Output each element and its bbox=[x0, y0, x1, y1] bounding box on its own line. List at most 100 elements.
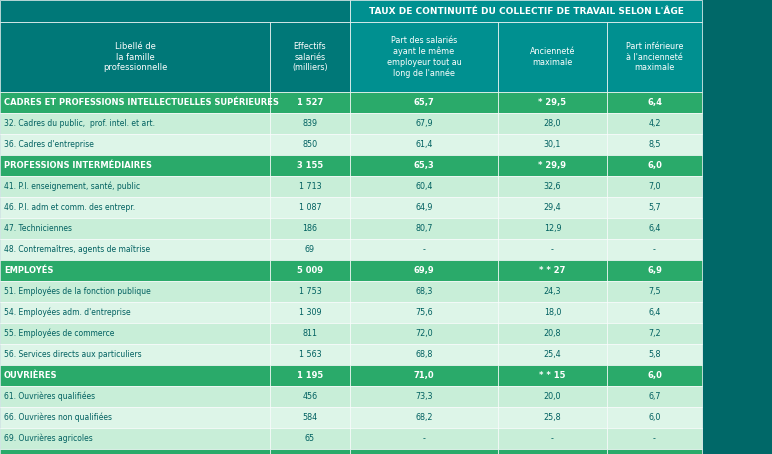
Bar bbox=[350, 155, 498, 176]
Text: EMPLOYÉS: EMPLOYÉS bbox=[4, 266, 53, 275]
Text: 1 309: 1 309 bbox=[299, 308, 321, 317]
Text: 32. Cadres du public,  prof. intel. et art.: 32. Cadres du public, prof. intel. et ar… bbox=[4, 119, 155, 128]
Bar bbox=[498, 22, 607, 92]
Text: 68,3: 68,3 bbox=[415, 287, 432, 296]
Bar bbox=[350, 0, 702, 22]
Bar bbox=[498, 428, 607, 449]
Bar bbox=[350, 218, 498, 239]
Text: 66. Ouvrières non qualifiées: 66. Ouvrières non qualifiées bbox=[4, 413, 112, 422]
Bar bbox=[498, 155, 607, 176]
Bar bbox=[270, 218, 350, 239]
Bar bbox=[607, 428, 702, 449]
Text: 56. Services directs aux particuliers: 56. Services directs aux particuliers bbox=[4, 350, 141, 359]
Text: 6,0: 6,0 bbox=[647, 161, 662, 170]
Text: PROFESSIONS INTERMÉDIAIRES: PROFESSIONS INTERMÉDIAIRES bbox=[4, 161, 152, 170]
Bar bbox=[270, 302, 350, 323]
Bar bbox=[270, 113, 350, 134]
Bar bbox=[270, 134, 350, 155]
Bar bbox=[0, 302, 270, 323]
Bar bbox=[350, 22, 498, 92]
Bar bbox=[498, 92, 607, 113]
Text: 5,7: 5,7 bbox=[648, 203, 661, 212]
Text: 25,8: 25,8 bbox=[543, 413, 561, 422]
Bar bbox=[0, 218, 270, 239]
Text: 46. P.I. adm et comm. des entrepr.: 46. P.I. adm et comm. des entrepr. bbox=[4, 203, 135, 212]
Text: 18,0: 18,0 bbox=[543, 308, 561, 317]
Text: * 29,9: * 29,9 bbox=[539, 161, 567, 170]
Text: 3 155: 3 155 bbox=[297, 161, 323, 170]
Text: 25,4: 25,4 bbox=[543, 350, 561, 359]
Bar bbox=[0, 344, 270, 365]
Text: 850: 850 bbox=[303, 140, 317, 149]
Text: 48. Contremaîtres, agents de maîtrise: 48. Contremaîtres, agents de maîtrise bbox=[4, 245, 150, 254]
Text: Ancienneté
maximale: Ancienneté maximale bbox=[530, 47, 575, 67]
Bar bbox=[350, 197, 498, 218]
Bar bbox=[350, 239, 498, 260]
Text: 61. Ouvrières qualifiées: 61. Ouvrières qualifiées bbox=[4, 392, 95, 401]
Text: 69,9: 69,9 bbox=[414, 266, 435, 275]
Text: 72,0: 72,0 bbox=[415, 329, 433, 338]
Text: Effectifs
salariés
(milliers): Effectifs salariés (milliers) bbox=[292, 42, 328, 72]
Bar bbox=[0, 281, 270, 302]
Bar bbox=[350, 260, 498, 281]
Bar bbox=[607, 302, 702, 323]
Text: 68,8: 68,8 bbox=[415, 350, 432, 359]
Text: 186: 186 bbox=[303, 224, 317, 233]
Text: 51. Employées de la fonction publique: 51. Employées de la fonction publique bbox=[4, 287, 151, 296]
Bar bbox=[498, 239, 607, 260]
Text: -: - bbox=[653, 434, 656, 443]
Text: 6,9: 6,9 bbox=[647, 266, 662, 275]
Text: 1 753: 1 753 bbox=[299, 287, 321, 296]
Bar bbox=[350, 302, 498, 323]
Bar bbox=[350, 134, 498, 155]
Text: 8,5: 8,5 bbox=[648, 140, 661, 149]
Bar bbox=[350, 407, 498, 428]
Bar bbox=[0, 155, 270, 176]
Bar bbox=[607, 323, 702, 344]
Bar bbox=[350, 92, 498, 113]
Text: 1 713: 1 713 bbox=[299, 182, 321, 191]
Text: OUVRIÈRES: OUVRIÈRES bbox=[4, 371, 57, 380]
Bar bbox=[350, 323, 498, 344]
Text: 69. Ouvrières agricoles: 69. Ouvrières agricoles bbox=[4, 434, 93, 443]
Text: 30,1: 30,1 bbox=[543, 140, 561, 149]
Bar bbox=[270, 323, 350, 344]
Bar bbox=[498, 218, 607, 239]
Bar bbox=[498, 302, 607, 323]
Text: 12,9: 12,9 bbox=[543, 224, 561, 233]
Text: -: - bbox=[422, 245, 425, 254]
Bar bbox=[607, 449, 702, 454]
Bar bbox=[607, 176, 702, 197]
Bar bbox=[607, 218, 702, 239]
Bar bbox=[270, 449, 350, 454]
Bar bbox=[607, 365, 702, 386]
Text: -: - bbox=[551, 245, 554, 254]
Bar bbox=[270, 407, 350, 428]
Bar bbox=[270, 197, 350, 218]
Text: 65,3: 65,3 bbox=[414, 161, 435, 170]
Text: 47. Techniciennes: 47. Techniciennes bbox=[4, 224, 72, 233]
Bar bbox=[0, 428, 270, 449]
Text: 7,5: 7,5 bbox=[648, 287, 661, 296]
Text: CADRES ET PROFESSIONS INTELLECTUELLES SUPÉRIEURES: CADRES ET PROFESSIONS INTELLECTUELLES SU… bbox=[4, 98, 279, 107]
Text: 69: 69 bbox=[305, 245, 315, 254]
Bar bbox=[607, 22, 702, 92]
Bar bbox=[607, 239, 702, 260]
Bar bbox=[270, 365, 350, 386]
Bar bbox=[498, 176, 607, 197]
Text: 4,2: 4,2 bbox=[648, 119, 661, 128]
Text: 1 527: 1 527 bbox=[297, 98, 323, 107]
Text: 7,2: 7,2 bbox=[648, 329, 661, 338]
Text: 1 087: 1 087 bbox=[299, 203, 321, 212]
Bar bbox=[607, 344, 702, 365]
Bar bbox=[350, 113, 498, 134]
Bar bbox=[498, 134, 607, 155]
Bar bbox=[0, 92, 270, 113]
Text: 839: 839 bbox=[303, 119, 317, 128]
Text: 6,0: 6,0 bbox=[647, 371, 662, 380]
Text: 6,4: 6,4 bbox=[648, 224, 661, 233]
Text: 1 563: 1 563 bbox=[299, 350, 321, 359]
Bar bbox=[0, 239, 270, 260]
Text: 60,4: 60,4 bbox=[415, 182, 432, 191]
Bar bbox=[350, 428, 498, 449]
